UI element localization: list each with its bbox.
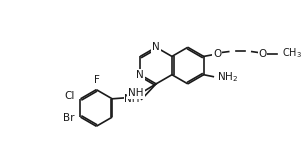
- Text: CH$_3$: CH$_3$: [282, 47, 302, 60]
- Text: Cl: Cl: [64, 91, 75, 101]
- Text: Br: Br: [63, 113, 75, 123]
- Text: NH: NH: [128, 88, 144, 98]
- Text: NH$_2$: NH$_2$: [217, 70, 238, 84]
- Text: N: N: [136, 70, 144, 80]
- Text: N: N: [152, 42, 160, 52]
- Text: O: O: [213, 48, 221, 58]
- Text: F: F: [94, 75, 100, 85]
- Text: O: O: [258, 48, 267, 58]
- Text: NH: NH: [124, 94, 140, 104]
